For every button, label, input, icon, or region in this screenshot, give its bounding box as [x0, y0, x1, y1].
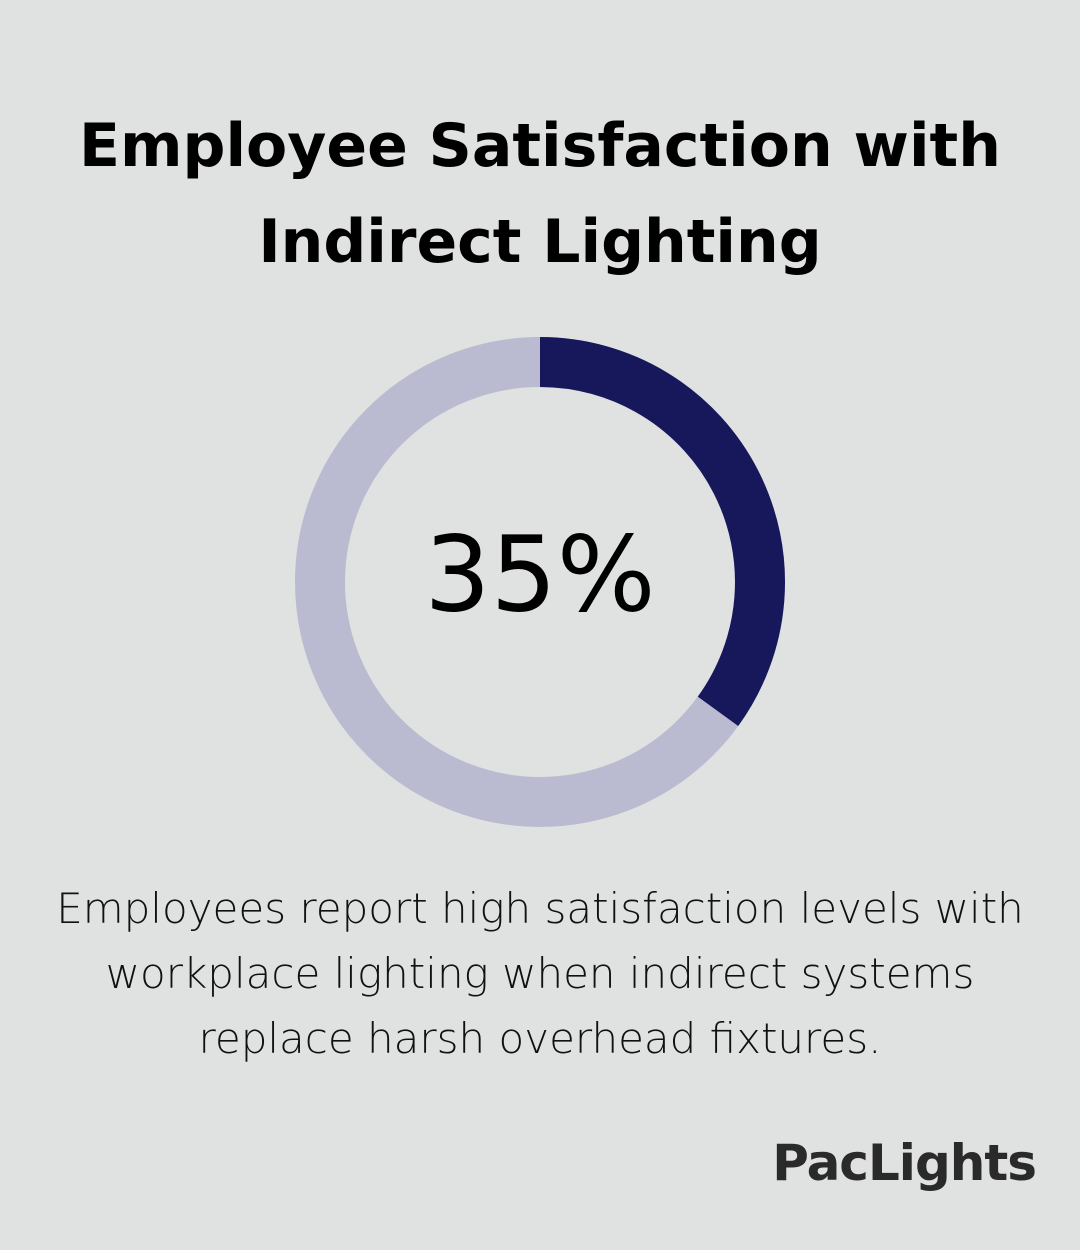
chart-title: Employee Satisfaction with Indirect Ligh…: [79, 111, 1001, 277]
caption: Employees report high satisfaction level…: [56, 884, 1024, 1063]
center-label: 35%: [424, 513, 655, 635]
brand-logo: PacLights: [772, 1134, 1037, 1192]
chart: 35%: [295, 337, 785, 827]
donut-segment: [539, 337, 785, 726]
